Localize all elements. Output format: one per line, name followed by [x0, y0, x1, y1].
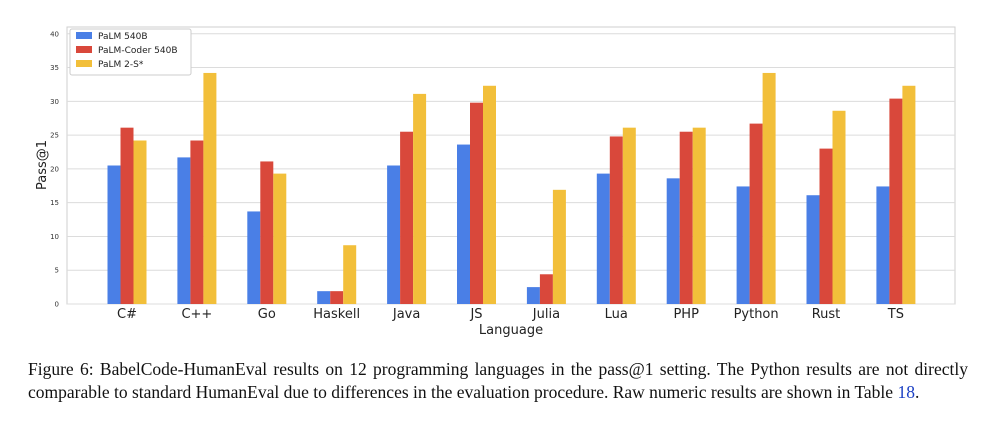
y-tick-label: 5 [55, 267, 59, 275]
y-tick-label: 20 [50, 165, 59, 173]
bar-palm-2-s--js [483, 85, 496, 304]
bar-palm-coder-540b-lua [609, 136, 623, 304]
legend-swatch [76, 60, 92, 67]
bar-palm-coder-540b-rust [819, 148, 833, 304]
x-tick-label: JS [469, 307, 482, 322]
bar-palm-2-s--julia [552, 189, 566, 304]
x-tick-label: PHP [673, 307, 699, 322]
bar-palm-2-s--go [273, 173, 287, 304]
x-axis-ticks: C# C++ Go Haskell Java JS Julia Lua PHP Python Rus… [117, 307, 904, 322]
bar-palm-2-s--java [413, 93, 427, 304]
bar-palm-540b-python [736, 186, 750, 304]
x-tick-label: C++ [181, 307, 212, 322]
x-tick-label: Lua [605, 307, 628, 322]
bar-palm-540b-c- [107, 165, 121, 304]
x-tick-label: C# [117, 307, 137, 322]
legend: PaLM 540B PaLM-Coder 540B PaLM 2-S* [69, 28, 192, 76]
x-axis-label: Language [479, 323, 543, 338]
bar-palm-coder-540b-c- [190, 140, 204, 304]
bar-palm-2-s--ts [902, 85, 916, 304]
bar-palm-2-s--lua [622, 127, 636, 304]
x-tick-label: Java [392, 307, 420, 322]
x-tick-label: TS [887, 307, 904, 322]
x-tick-label: Julia [532, 307, 560, 322]
bar-palm-2-s--python [762, 72, 776, 304]
y-tick-label: 25 [50, 132, 59, 140]
bar-palm-540b-lua [596, 173, 610, 304]
y-tick-label: 0 [55, 301, 59, 309]
y-axis-ticks: 0 5 10 15 20 25 30 35 40 [50, 30, 59, 308]
bar-palm-540b-go [247, 211, 261, 304]
x-tick-label: Rust [812, 307, 841, 322]
legend-label: PaLM-Coder 540B [98, 46, 178, 56]
bar-palm-coder-540b-js [470, 102, 483, 304]
bar-palm-540b-haskell [317, 291, 331, 304]
x-tick-label: Python [734, 307, 779, 322]
caption-text: Figure 6: BabelCode-HumanEval results on… [28, 359, 968, 402]
bar-palm-coder-540b-python [749, 123, 763, 304]
bar-chart: 0 5 10 15 20 25 30 35 40 C# C++ Go Haskell Java JS Jul… [35, 26, 956, 338]
legend-swatch [76, 32, 92, 39]
bar-palm-coder-540b-ts [889, 98, 903, 305]
x-tick-label: Haskell [313, 307, 360, 322]
bar-palm-coder-540b-haskell [330, 291, 344, 304]
bar-palm-540b-julia [526, 287, 540, 304]
bar-palm-coder-540b-php [679, 131, 693, 304]
y-axis-label: Pass@1 [35, 140, 50, 190]
bar-palm-540b-php [666, 178, 680, 304]
y-tick-label: 10 [50, 233, 59, 241]
bar-palm-coder-540b-julia [539, 274, 553, 304]
x-tick-label: Go [258, 307, 276, 322]
legend-swatch [76, 46, 92, 53]
bar-palm-2-s--rust [832, 110, 846, 305]
legend-label: PaLM 540B [98, 32, 148, 42]
bar-palm-2-s--haskell [343, 245, 357, 304]
bar-palm-2-s--c- [133, 140, 147, 304]
bar-palm-540b-ts [876, 186, 890, 304]
y-tick-label: 30 [50, 98, 59, 106]
bar-palm-coder-540b-go [260, 161, 274, 304]
y-tick-label: 35 [50, 64, 59, 72]
bar-palm-2-s--php [692, 127, 706, 304]
bar-palm-coder-540b-c- [120, 127, 134, 304]
bar-palm-coder-540b-java [400, 131, 414, 304]
legend-label: PaLM 2-S* [98, 60, 144, 70]
bars [107, 72, 916, 305]
bar-palm-2-s--c- [203, 72, 217, 304]
bar-palm-540b-c- [177, 157, 191, 304]
y-tick-label: 15 [50, 199, 59, 207]
table-reference-link[interactable]: 18 [897, 382, 915, 402]
y-tick-label: 40 [50, 30, 59, 38]
bar-palm-540b-rust [806, 195, 820, 304]
bar-palm-540b-java [387, 165, 401, 304]
legend-box [69, 28, 192, 76]
bar-palm-540b-js [457, 144, 470, 304]
figure-caption: Figure 6: BabelCode-HumanEval results on… [28, 358, 968, 404]
caption-end: . [914, 382, 920, 402]
